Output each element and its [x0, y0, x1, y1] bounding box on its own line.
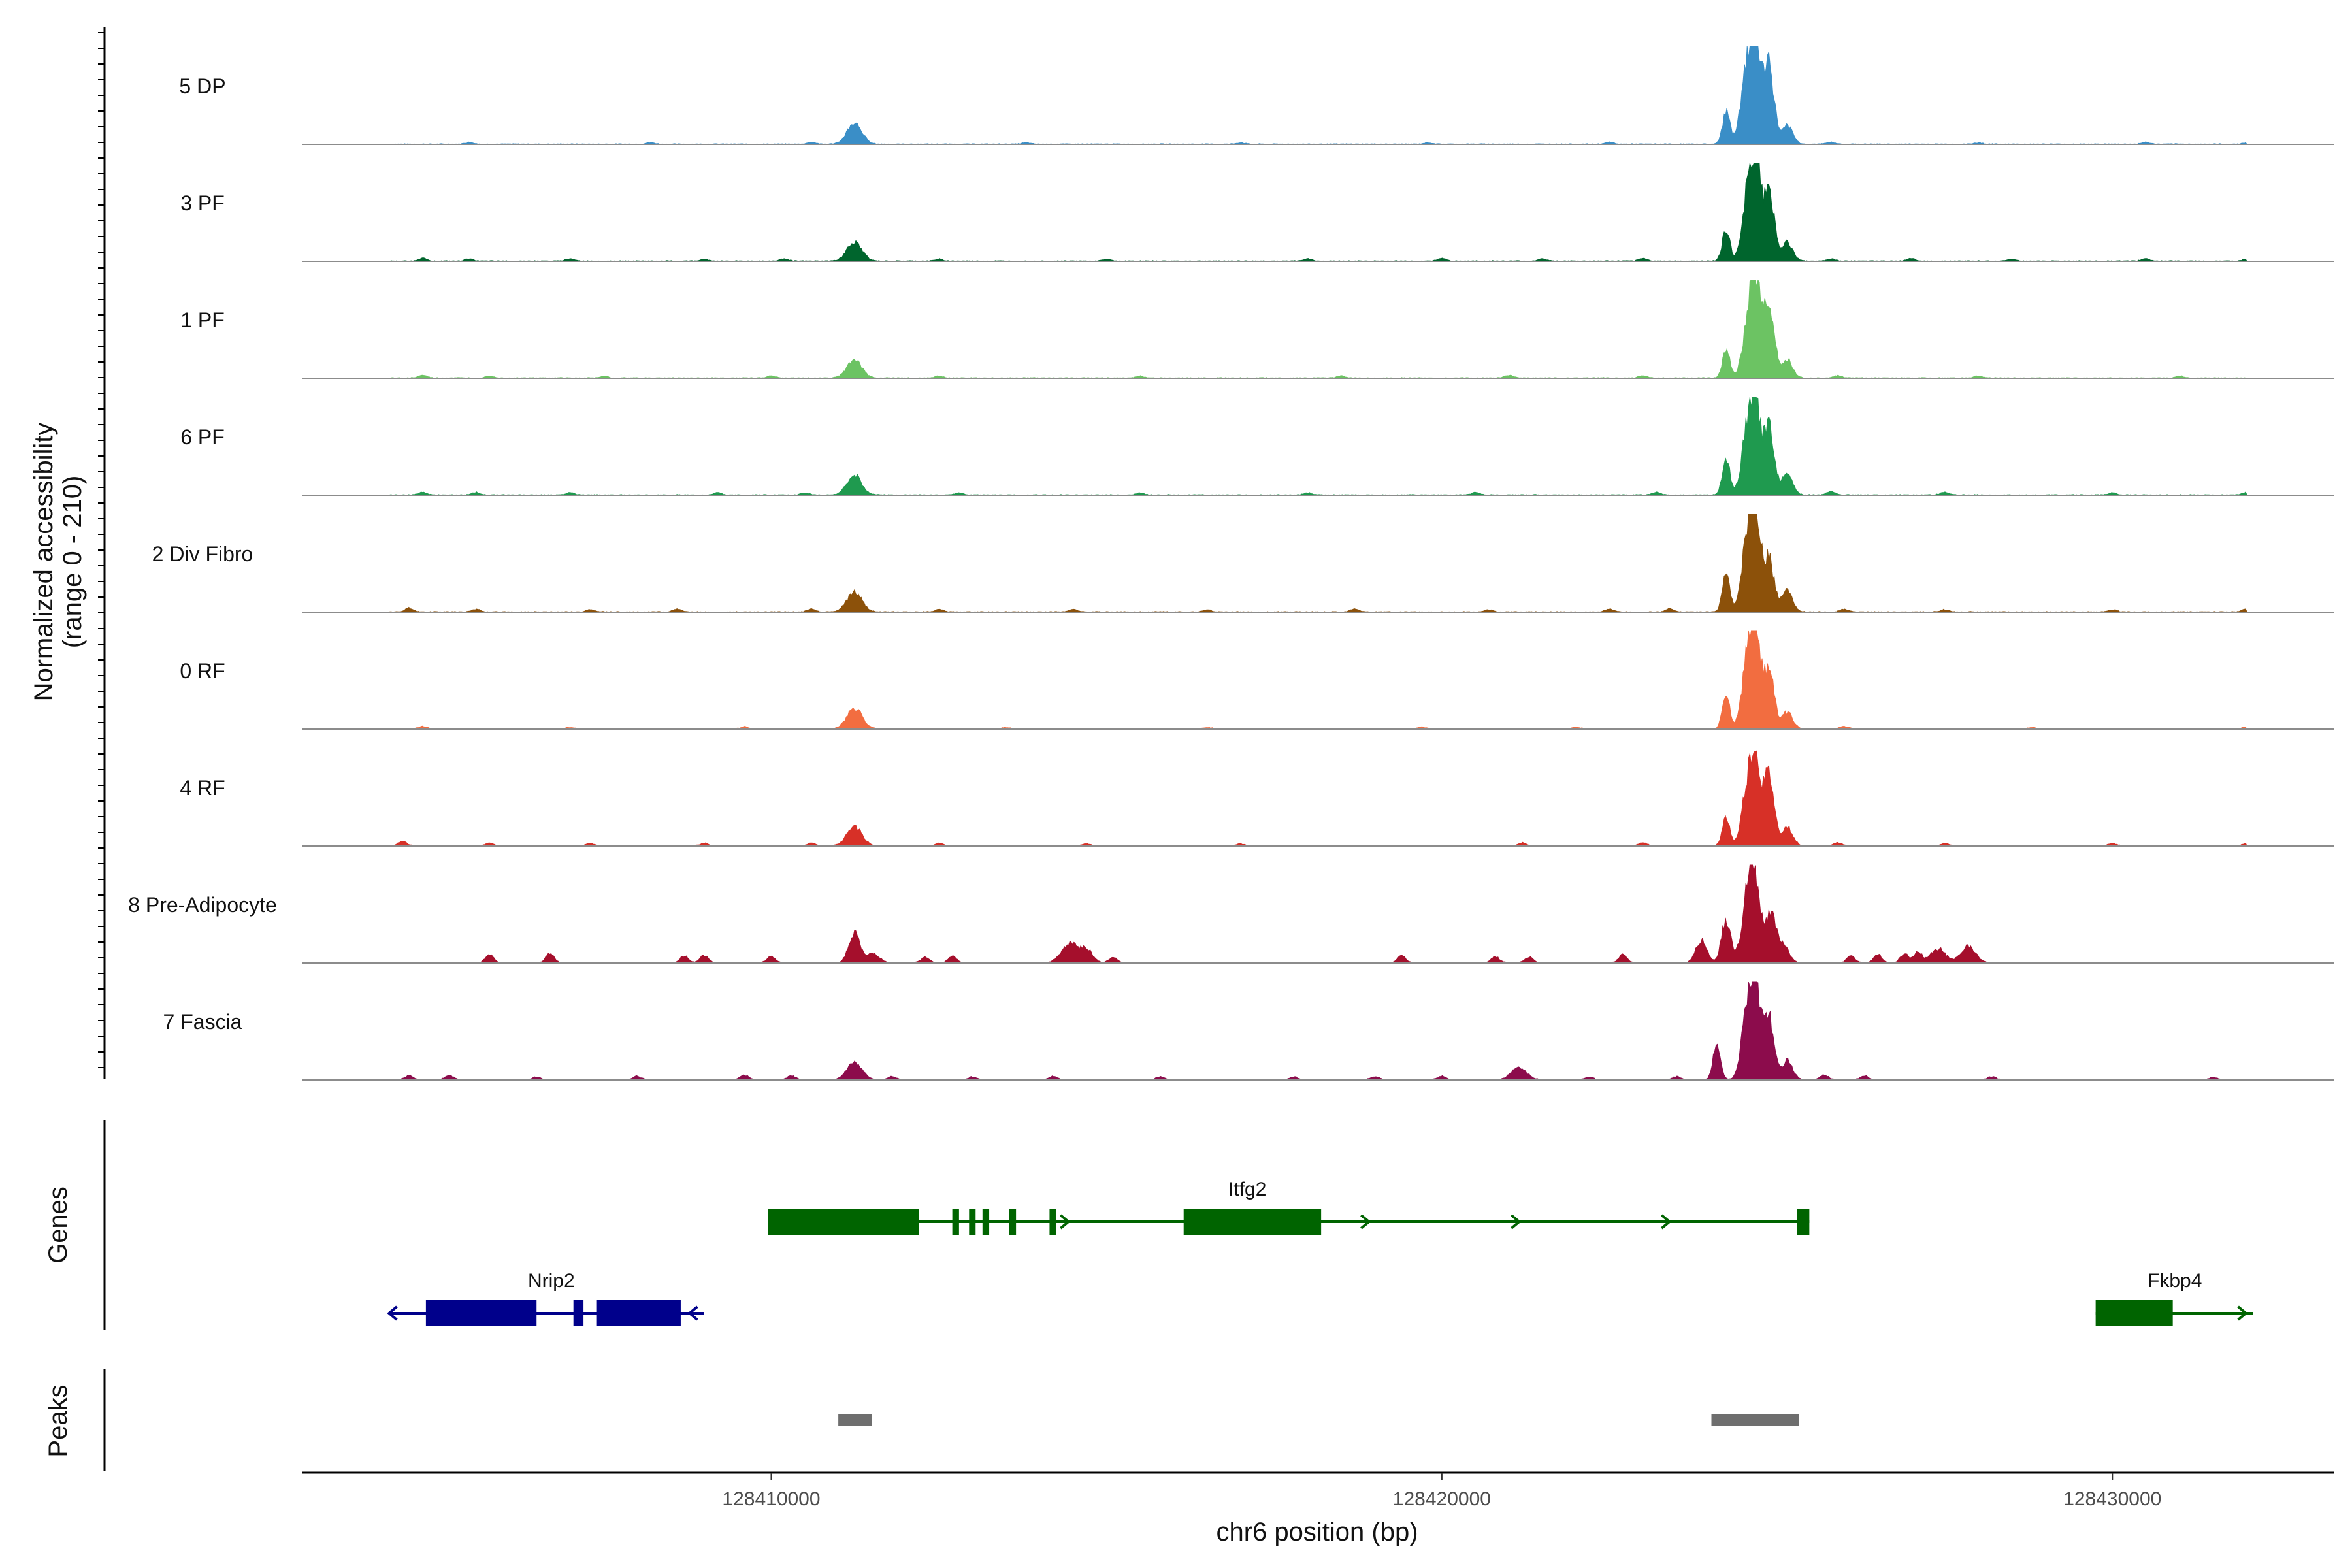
- peaks-section-label: Peaks: [44, 1384, 73, 1457]
- x-tick-label: 128430000: [2063, 1488, 2161, 1510]
- track-label: 8 Pre-Adipocyte: [128, 893, 277, 917]
- x-axis-ticks: 128410000 128420000 128430000: [722, 1473, 2161, 1510]
- strand-arrow: [1360, 1214, 1371, 1230]
- gene-exon: [768, 1209, 919, 1235]
- gene-label: Itfg2: [1228, 1179, 1266, 1200]
- track-label: 4 RF: [180, 776, 225, 800]
- gene-exon: [969, 1209, 976, 1235]
- coverage-area: [302, 864, 2334, 964]
- gene-exon: [982, 1209, 990, 1235]
- gene-exon: [596, 1300, 681, 1326]
- gene-exon: [2095, 1300, 2173, 1326]
- coverage-tracks: 5 DP 3 PF 1 PF 6 PF 2 Div Fibro 0 RF 4 RF 8 Pre…: [128, 46, 2334, 1081]
- genes-track: Itfg2 Nrip2 Fkbp4: [387, 1179, 2253, 1326]
- coverage-area: [302, 514, 2334, 613]
- strand-arrow: [1661, 1214, 1672, 1230]
- genes-section-label: Genes: [44, 1186, 73, 1264]
- track-label: 6 PF: [180, 425, 225, 449]
- strand-arrow: [387, 1305, 398, 1321]
- track-8-pre-adipocyte: 8 Pre-Adipocyte: [128, 864, 2334, 964]
- gene-nrip2: Nrip2: [387, 1270, 704, 1326]
- coverage-area: [302, 397, 2334, 496]
- y-axis-title: Normalized accessibility (range 0 - 210): [29, 423, 87, 702]
- gene-itfg2: Itfg2: [768, 1179, 1810, 1235]
- gene-exon: [1049, 1209, 1056, 1235]
- peaks-track: [838, 1414, 1799, 1426]
- gene-exon: [1183, 1209, 1322, 1235]
- coverage-area: [302, 163, 2334, 262]
- coverage-area: [302, 981, 2334, 1081]
- strand-arrow: [2237, 1305, 2248, 1321]
- x-tick-label: 128420000: [1393, 1488, 1491, 1510]
- track-4-rf: 4 RF: [180, 750, 2334, 847]
- track-1-pf: 1 PF: [180, 279, 2334, 379]
- track-label: 0 RF: [180, 659, 225, 683]
- track-label: 2 Div Fibro: [152, 542, 253, 566]
- track-0-rf: 0 RF: [180, 630, 2334, 730]
- x-axis-title: chr6 position (bp): [1216, 1518, 1418, 1546]
- y-axis-title-line2: (range 0 - 210): [58, 476, 87, 649]
- gene-exon: [1009, 1209, 1017, 1235]
- tracks-y-axis-ticks: [98, 32, 105, 1068]
- track-label: 1 PF: [180, 308, 225, 332]
- track-7-fascia: 7 Fascia: [163, 981, 2334, 1081]
- strand-arrow: [1511, 1214, 1522, 1230]
- track-6-pf: 6 PF: [180, 397, 2334, 496]
- track-label: 7 Fascia: [163, 1010, 242, 1034]
- coverage-area: [302, 630, 2334, 730]
- track-label: 5 DP: [179, 74, 225, 98]
- gene-fkbp4: Fkbp4: [2095, 1270, 2253, 1326]
- peak-region: [1711, 1414, 1799, 1426]
- peak-region: [838, 1414, 872, 1426]
- gene-exon: [573, 1300, 584, 1326]
- x-tick-label: 128410000: [722, 1488, 820, 1510]
- coverage-area: [302, 750, 2334, 847]
- track-5-dp: 5 DP: [179, 46, 2334, 145]
- strand-arrow: [1060, 1214, 1071, 1230]
- track-2-div-fibro: 2 Div Fibro: [152, 514, 2334, 613]
- track-label: 3 PF: [180, 191, 225, 215]
- coverage-area: [302, 279, 2334, 379]
- track-3-pf: 3 PF: [180, 163, 2334, 262]
- gene-label: Fkbp4: [2148, 1270, 2202, 1292]
- coverage-area: [302, 46, 2334, 145]
- gene-exon: [952, 1209, 959, 1235]
- strand-arrow: [687, 1305, 698, 1321]
- gene-exon: [1797, 1209, 1810, 1235]
- gene-label: Nrip2: [528, 1270, 575, 1292]
- y-axis-title-line1: Normalized accessibility: [29, 423, 58, 702]
- gene-exon: [425, 1300, 537, 1326]
